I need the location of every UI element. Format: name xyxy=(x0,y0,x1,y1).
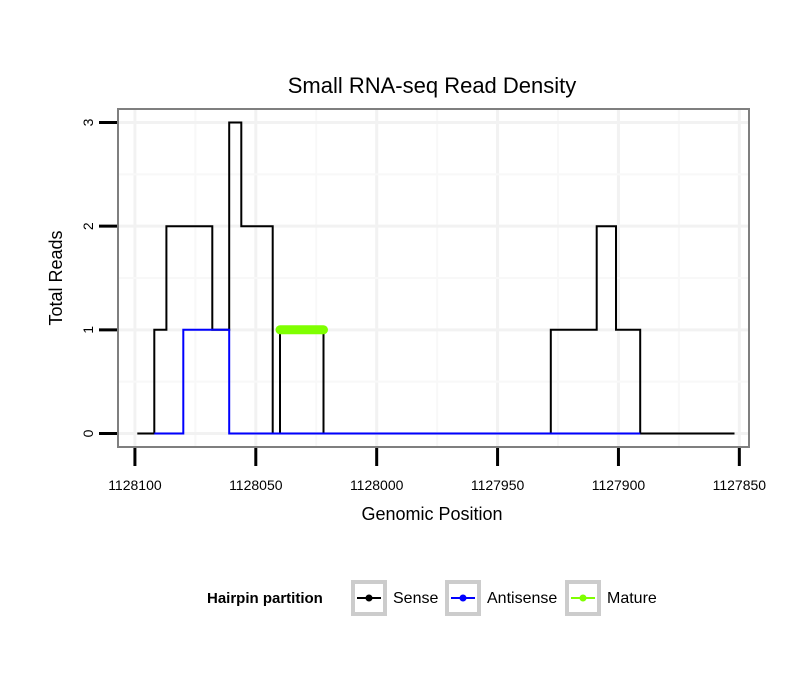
legend-key-point-antisense xyxy=(459,594,467,602)
legend-label-mature: Mature xyxy=(607,590,657,607)
legend: Hairpin partition Sense Antisense Mature xyxy=(207,580,657,616)
x-tick-label-1128100: 1128100 xyxy=(108,477,162,493)
plot-border xyxy=(117,108,750,448)
series-layer xyxy=(137,121,735,435)
series-line-antisense xyxy=(154,328,641,435)
y-tick-label-0: 0 xyxy=(80,429,96,437)
x-axis: 1128100 1128050 1128000 1127950 1127900 11278… xyxy=(108,448,766,493)
legend-label-antisense: Antisense xyxy=(487,590,557,607)
x-tick-label-1127850: 1127850 xyxy=(713,477,767,493)
y-axis: 0 1 2 3 xyxy=(80,118,117,437)
y-axis-label: Total Reads xyxy=(46,230,66,325)
y-tick-label-2: 2 xyxy=(80,222,96,230)
x-tick-label-1128000: 1128000 xyxy=(350,477,404,493)
y-tick-label-1: 1 xyxy=(80,326,96,334)
x-axis-label: Genomic Position xyxy=(361,504,502,524)
x-tick-label-1127900: 1127900 xyxy=(592,477,646,493)
chart-title: Small RNA-seq Read Density xyxy=(288,73,577,98)
y-tick-label-3: 3 xyxy=(80,118,96,126)
x-tick-label-1128050: 1128050 xyxy=(229,477,283,493)
legend-items: Sense Antisense Mature xyxy=(351,580,657,616)
x-tick-label-1127950: 1127950 xyxy=(471,477,525,493)
grid-lines xyxy=(118,109,749,447)
legend-key-point-sense xyxy=(365,594,373,602)
legend-key-point-mature xyxy=(579,594,587,602)
legend-label-sense: Sense xyxy=(393,590,438,607)
legend-title: Hairpin partition xyxy=(207,590,323,607)
